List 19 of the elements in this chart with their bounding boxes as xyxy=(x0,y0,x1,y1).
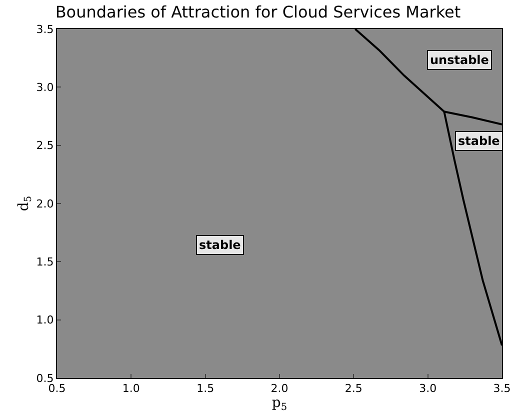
y-tick-label: 1.0 xyxy=(36,314,54,327)
annotation: stable xyxy=(199,238,241,252)
x-tick-label: 0.5 xyxy=(48,382,66,396)
x-tick-label: 3.0 xyxy=(419,382,437,396)
x-tick-label: 2.0 xyxy=(270,382,288,396)
annotation: unstable xyxy=(430,53,489,67)
chart-title: Boundaries of Attraction for Cloud Services Market xyxy=(55,2,461,22)
y-tick-label: 1.5 xyxy=(36,256,54,269)
x-tick-label: 1.0 xyxy=(122,382,140,396)
x-axis-title: p$_{5}$ xyxy=(272,395,288,414)
x-tick-label: 1.5 xyxy=(196,382,214,396)
y-tick-label: 3.0 xyxy=(36,81,54,94)
y-tick-label: 2.5 xyxy=(36,139,54,152)
y-tick-label: 3.5 xyxy=(36,22,54,36)
annotation: stable xyxy=(458,134,500,148)
x-tick-label: 3.5 xyxy=(493,382,511,396)
x-tick-label: 2.5 xyxy=(344,382,362,396)
y-tick-label: 0.5 xyxy=(36,372,54,385)
y-tick-label: 2.0 xyxy=(36,197,54,210)
